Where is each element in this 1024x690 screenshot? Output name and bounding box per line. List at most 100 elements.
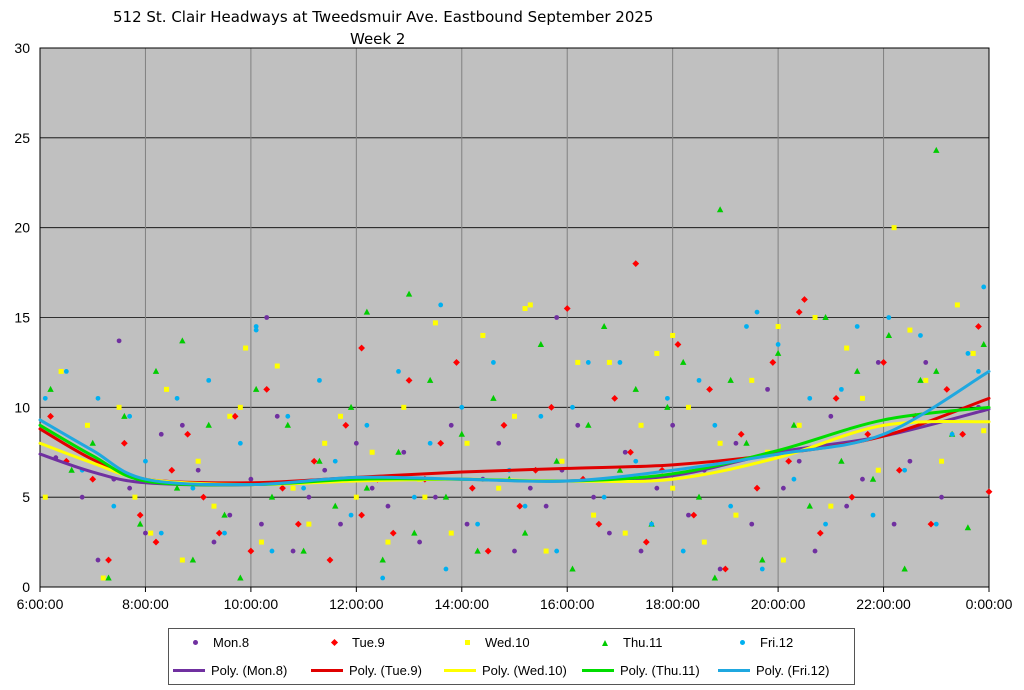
- data-point-tue-9: [864, 430, 872, 438]
- data-point-mon-8: [907, 458, 913, 464]
- data-point-mon-8: [79, 494, 85, 500]
- data-point-fri-12: [696, 377, 702, 383]
- data-point-tue-9: [231, 412, 239, 420]
- data-point-fri-12: [791, 476, 797, 482]
- data-point-mon-8: [143, 530, 148, 536]
- data-point-wed-10: [954, 302, 960, 308]
- data-point-mon-8: [939, 494, 944, 500]
- legend-line-poly-fri: [718, 669, 750, 672]
- data-point-fri-12: [870, 512, 876, 518]
- data-point-thu-11: [537, 340, 545, 347]
- data-point-wed-10: [195, 458, 201, 464]
- data-point-thu-11: [806, 502, 813, 509]
- data-point-thu-11: [105, 574, 112, 581]
- data-point-fri-12: [823, 521, 828, 527]
- data-point-mon-8: [290, 548, 296, 554]
- data-point-tue-9: [753, 484, 761, 492]
- data-point-fri-12: [617, 360, 623, 365]
- data-point-wed-10: [132, 494, 138, 500]
- data-point-tue-9: [247, 547, 255, 555]
- data-point-mon-8: [828, 413, 834, 419]
- data-point-mon-8: [622, 449, 628, 455]
- x-tick-label: 6:00:00: [17, 596, 64, 612]
- data-point-tue-9: [642, 538, 650, 546]
- y-tick-label: 10: [14, 399, 30, 415]
- data-point-thu-11: [268, 493, 276, 500]
- legend-line-poly-mon: [173, 669, 205, 672]
- x-tick-label: 16:00:00: [540, 596, 595, 612]
- data-point-mon-8: [417, 539, 422, 545]
- data-point-thu-11: [189, 556, 197, 563]
- data-point-fri-12: [680, 548, 686, 554]
- data-point-fri-12: [475, 521, 480, 527]
- data-point-mon-8: [654, 485, 660, 491]
- legend-item-wed: Wed.10: [457, 635, 530, 650]
- data-point-thu-11: [379, 556, 386, 563]
- data-point-fri-12: [933, 521, 939, 527]
- legend-marker-thu: [595, 637, 615, 649]
- data-point-thu-11: [173, 484, 181, 491]
- data-point-thu-11: [569, 565, 576, 572]
- data-point-mon-8: [353, 440, 359, 446]
- data-point-thu-11: [933, 367, 940, 374]
- data-point-tue-9: [816, 529, 824, 537]
- data-point-wed-10: [522, 306, 528, 312]
- data-point-mon-8: [512, 548, 517, 554]
- data-point-fri-12: [222, 530, 227, 536]
- data-point-fri-12: [438, 302, 444, 308]
- data-point-tue-9: [120, 439, 128, 447]
- data-point-tue-9: [706, 385, 713, 393]
- data-point-fri-12: [427, 440, 433, 446]
- square-marker-icon: [464, 640, 470, 645]
- data-point-mon-8: [860, 476, 865, 482]
- data-point-wed-10: [796, 422, 802, 428]
- data-point-wed-10: [717, 440, 723, 446]
- data-point-mon-8: [259, 521, 264, 527]
- data-point-wed-10: [638, 422, 644, 428]
- data-point-wed-10: [353, 494, 359, 500]
- data-point-wed-10: [891, 225, 897, 231]
- plot-border: [39, 47, 990, 588]
- data-point-fri-12: [443, 566, 449, 572]
- data-point-mon-8: [264, 315, 270, 320]
- data-point-wed-10: [448, 530, 454, 536]
- data-point-tue-9: [769, 359, 777, 366]
- data-point-thu-11: [521, 529, 529, 536]
- data-point-mon-8: [591, 494, 596, 500]
- y-tick-label: 0: [22, 579, 30, 595]
- data-point-mon-8: [765, 386, 770, 392]
- data-point-mon-8: [733, 440, 739, 446]
- data-point-wed-10: [575, 359, 581, 365]
- data-point-mon-8: [433, 494, 438, 500]
- legend-label-poly-tue: Poly. (Tue.9): [349, 663, 422, 678]
- data-point-fri-12: [491, 360, 496, 365]
- data-point-fri-12: [744, 324, 749, 329]
- data-point-wed-10: [939, 458, 945, 464]
- data-point-mon-8: [812, 548, 818, 554]
- data-point-fri-12: [253, 324, 259, 329]
- data-point-mon-8: [670, 422, 676, 428]
- data-point-fri-12: [127, 413, 133, 419]
- x-tick-label: 8:00:00: [122, 596, 169, 612]
- data-point-thu-11: [442, 493, 450, 500]
- data-point-fri-12: [206, 377, 212, 383]
- data-point-tue-9: [674, 341, 682, 348]
- data-point-mon-8: [891, 521, 897, 527]
- data-point-tue-9: [500, 421, 508, 429]
- data-point-thu-11: [822, 314, 829, 320]
- data-point-wed-10: [306, 521, 312, 527]
- data-point-wed-10: [591, 512, 597, 518]
- data-point-fri-12: [285, 413, 291, 419]
- data-point-tue-9: [215, 529, 223, 537]
- data-point-wed-10: [622, 530, 628, 536]
- data-point-fri-12: [976, 369, 981, 374]
- legend-label-poly-fri: Poly. (Fri.12): [756, 663, 830, 678]
- data-point-mon-8: [749, 521, 755, 527]
- data-point-wed-10: [812, 315, 818, 320]
- data-point-mon-8: [780, 485, 786, 491]
- data-point-tue-9: [342, 421, 350, 429]
- data-point-fri-12: [807, 395, 813, 401]
- data-point-thu-11: [474, 547, 481, 554]
- data-point-wed-10: [733, 512, 739, 518]
- legend-line-poly-tue: [311, 669, 343, 672]
